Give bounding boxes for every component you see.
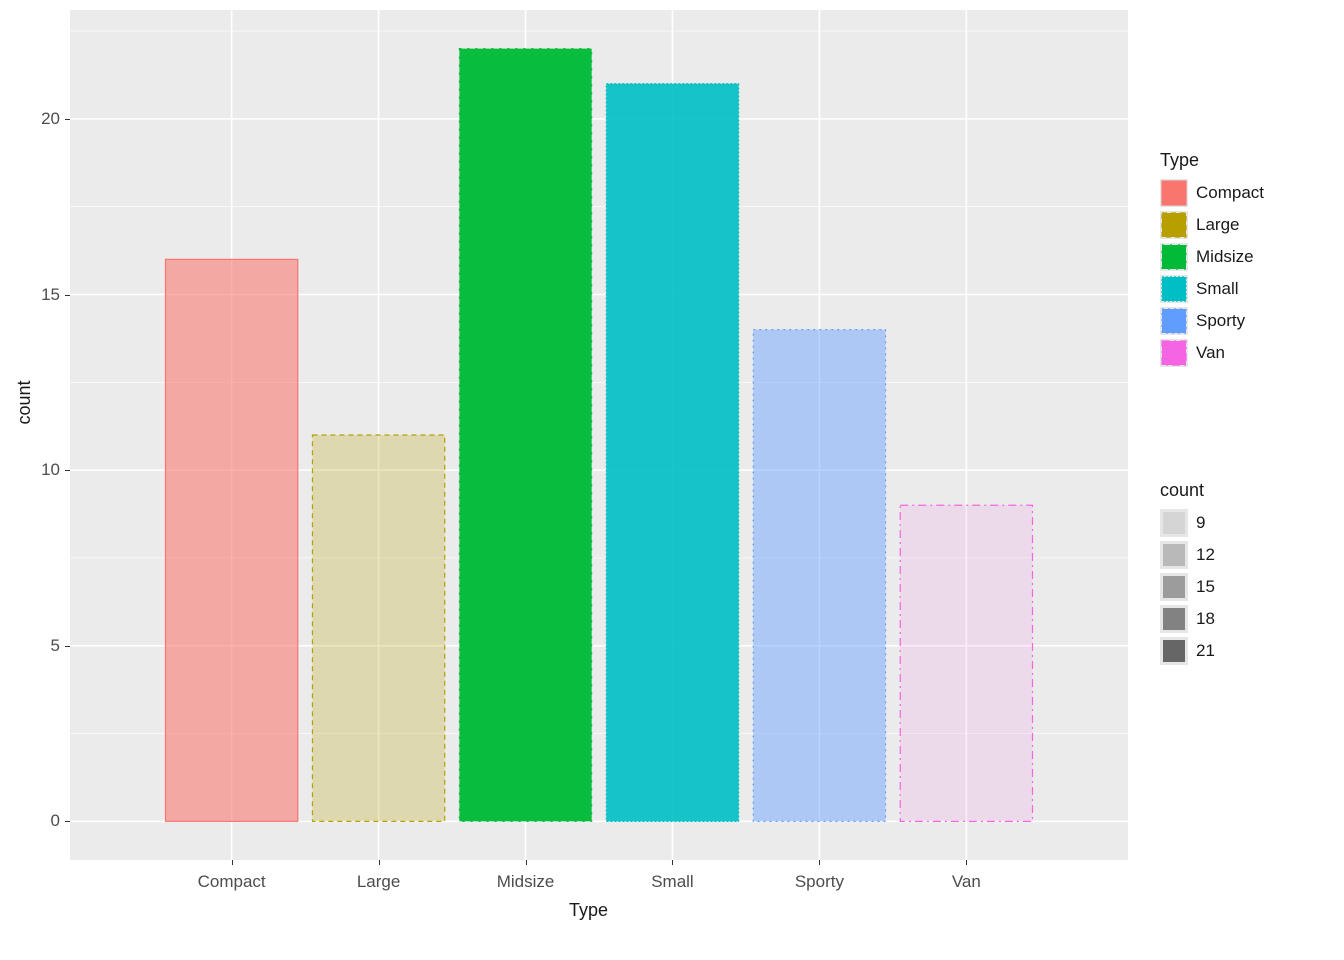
legend-count-swatch [1160,637,1188,665]
legend-count-item: 21 [1160,635,1215,667]
legend-count-swatch [1160,605,1188,633]
legend-count-title: count [1160,480,1215,501]
y-tick-label: 5 [51,636,60,656]
legend-count-item: 15 [1160,571,1215,603]
y-tick-label: 10 [41,460,60,480]
y-tick-mark [65,821,70,822]
x-tick-mark [672,860,673,865]
legend-count-swatch [1160,573,1188,601]
legend-type-label: Sporty [1196,311,1245,331]
legend-type-label: Small [1196,279,1239,299]
y-axis-title: count [14,380,35,424]
x-tick-mark [966,860,967,865]
y-tick-label: 20 [41,109,60,129]
y-tick-label: 0 [51,811,60,831]
legend-type-swatch [1160,339,1188,367]
legend-type-item: Midsize [1160,241,1264,273]
y-tick-label: 15 [41,285,60,305]
bar-midsize [459,49,591,822]
legend-type-item: Compact [1160,177,1264,209]
bar-small [606,84,738,822]
x-tick-label: Compact [172,872,292,892]
y-tick-mark [65,119,70,120]
bar-van [900,505,1032,821]
legend-count: count 9 12 15 18 21 [1160,480,1215,667]
legend-type: Type Compact Large Midsize Small Sporty Van [1160,150,1264,369]
legend-type-swatch [1160,179,1188,207]
legend-type-swatch [1160,307,1188,335]
x-tick-mark [526,860,527,865]
legend-type-swatch [1160,211,1188,239]
legend-count-item: 12 [1160,539,1215,571]
x-axis-title: Type [569,900,608,921]
bar-sporty [753,330,885,822]
legend-count-item: 9 [1160,507,1215,539]
figure: 0 5 10 15 20 Compact Large Midsize Small Sporty V… [0,0,1344,960]
legend-count-label: 12 [1196,545,1215,565]
legend-count-label: 9 [1196,513,1205,533]
x-tick-mark [819,860,820,865]
legend-type-swatch [1160,243,1188,271]
y-tick-mark [65,295,70,296]
y-tick-mark [65,470,70,471]
y-tick-mark [65,646,70,647]
bar-large [312,435,444,821]
legend-type-item: Sporty [1160,305,1264,337]
legend-count-swatch [1160,541,1188,569]
legend-type-label: Midsize [1196,247,1254,267]
legend-type-swatch [1160,275,1188,303]
legend-type-label: Compact [1196,183,1264,203]
legend-count-label: 21 [1196,641,1215,661]
x-tick-label: Large [319,872,439,892]
legend-type-item: Van [1160,337,1264,369]
x-tick-label: Van [906,872,1026,892]
legend-type-label: Large [1196,215,1239,235]
legend-type-item: Large [1160,209,1264,241]
legend-type-item: Small [1160,273,1264,305]
bar-compact [166,259,298,821]
legend-count-item: 18 [1160,603,1215,635]
x-tick-mark [232,860,233,865]
x-tick-mark [379,860,380,865]
legend-type-label: Van [1196,343,1225,363]
legend-count-swatch [1160,509,1188,537]
x-tick-label: Sporty [759,872,879,892]
legend-count-label: 15 [1196,577,1215,597]
x-tick-label: Small [612,872,732,892]
x-tick-label: Midsize [466,872,586,892]
legend-count-label: 18 [1196,609,1215,629]
legend-type-title: Type [1160,150,1264,171]
plot-svg [70,10,1128,860]
